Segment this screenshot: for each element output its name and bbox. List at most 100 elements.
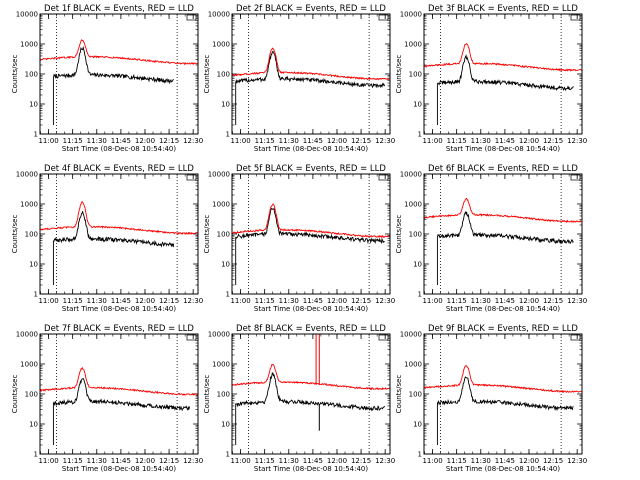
y-tick-label: 100 — [217, 71, 230, 79]
panel-det-7: Det 7f BLACK = Events, RED = LLD 1 10 100 10… — [11, 324, 203, 473]
x-tick-label: 12:00 — [135, 297, 155, 305]
plot-frame — [423, 13, 583, 135]
series-line-events — [52, 211, 175, 285]
y-axis-label: Counts/sec — [203, 55, 211, 94]
y-tick-label: 1000 — [20, 41, 38, 49]
series-line-lld — [39, 201, 198, 236]
series-line-events — [235, 207, 385, 285]
y-tick-label: 100 — [25, 71, 38, 79]
x-tick-label: 11:45 — [495, 297, 515, 305]
y-tick-label: 10 — [29, 421, 38, 429]
y-tick-label: 10 — [29, 101, 38, 109]
y-tick-label: 100 — [25, 391, 38, 399]
x-tick-label: 12:00 — [519, 457, 539, 465]
panel-title: Det 5f BLACK = Events, RED = LLD — [236, 164, 386, 174]
x-tick-label: 12:00 — [135, 137, 155, 145]
x-tick-label: 12:15 — [543, 137, 563, 145]
x-tick-label: 11:45 — [303, 297, 323, 305]
legend-box — [186, 334, 197, 341]
y-tick-label: 100 — [217, 231, 230, 239]
x-tick-label: 11:45 — [495, 137, 515, 145]
y-tick-label: 1 — [226, 291, 230, 299]
plot-frame — [231, 173, 391, 295]
series-line-events — [52, 45, 174, 125]
x-axis-label: Start Time (08-Dec-08 10:54:40) — [446, 305, 560, 313]
y-tick-label: 10000 — [400, 331, 422, 339]
y-tick-label: 10 — [413, 101, 422, 109]
x-tick-label: 11:00 — [230, 297, 250, 305]
x-tick-label: 11:45 — [303, 457, 323, 465]
y-tick-label: 1 — [34, 291, 38, 299]
y-tick-label: 10 — [29, 261, 38, 269]
x-tick-label: 11:00 — [38, 137, 58, 145]
x-tick-label: 12:00 — [135, 457, 155, 465]
y-tick-label: 10000 — [16, 171, 38, 179]
series-line-lld — [39, 366, 198, 396]
x-tick-label: 12:15 — [159, 297, 179, 305]
x-tick-label: 11:00 — [422, 457, 442, 465]
y-tick-label: 1000 — [404, 41, 422, 49]
x-axis-label: Start Time (08-Dec-08 10:54:40) — [62, 465, 176, 473]
y-tick-label: 10000 — [16, 11, 38, 19]
y-tick-label: 100 — [217, 391, 230, 399]
series-line-lld — [231, 47, 390, 81]
x-tick-label: 12:15 — [159, 457, 179, 465]
x-tick-label: 11:30 — [471, 297, 491, 305]
y-tick-label: 1 — [34, 131, 38, 139]
panel-title: Det 6f BLACK = Events, RED = LLD — [428, 164, 578, 174]
x-tick-label: 11:30 — [471, 137, 491, 145]
x-tick-label: 12:30 — [567, 137, 587, 145]
x-tick-label: 12:30 — [567, 457, 587, 465]
y-axis-label: Counts/sec — [11, 215, 19, 254]
x-tick-label: 12:30 — [375, 297, 395, 305]
series-line-lld — [231, 203, 390, 239]
series-line-lld — [423, 197, 582, 224]
series-line-lld — [39, 39, 198, 66]
legend-box — [378, 334, 389, 341]
y-axis-label: Counts/sec — [395, 375, 403, 414]
x-tick-label: 11:45 — [303, 137, 323, 145]
x-tick-label: 11:15 — [447, 457, 467, 465]
x-tick-label: 11:30 — [279, 137, 299, 145]
plot-frame — [39, 13, 199, 135]
x-tick-label: 11:00 — [38, 457, 58, 465]
legend-box — [570, 174, 581, 181]
panel-title: Det 4f BLACK = Events, RED = LLD — [44, 164, 194, 174]
x-tick-label: 11:45 — [111, 137, 131, 145]
panel-det-5: Det 5f BLACK = Events, RED = LLD 1 10 100 10… — [203, 164, 395, 313]
panel-det-8: Det 8f BLACK = Events, RED = LLD 1 10 100 10… — [203, 324, 395, 473]
x-tick-label: 11:00 — [230, 137, 250, 145]
y-tick-label: 1000 — [404, 361, 422, 369]
plot-frame — [231, 13, 391, 135]
x-tick-label: 11:30 — [471, 457, 491, 465]
x-tick-label: 12:15 — [351, 297, 371, 305]
y-tick-label: 1000 — [212, 201, 230, 209]
x-tick-label: 11:15 — [447, 297, 467, 305]
x-tick-label: 12:00 — [519, 297, 539, 305]
x-tick-label: 11:30 — [87, 457, 107, 465]
series-line-lld — [423, 42, 582, 72]
series-line-lld — [423, 364, 582, 394]
y-tick-label: 1000 — [20, 201, 38, 209]
y-tick-label: 1000 — [212, 41, 230, 49]
y-tick-label: 1 — [418, 291, 422, 299]
series-line-lld — [231, 363, 390, 391]
panel-det-3: Det 3f BLACK = Events, RED = LLD 1 10 100 10… — [395, 4, 587, 153]
panel-title: Det 3f BLACK = Events, RED = LLD — [428, 4, 578, 14]
x-tick-label: 12:30 — [183, 137, 203, 145]
x-axis-label: Start Time (08-Dec-08 10:54:40) — [62, 305, 176, 313]
y-axis-label: Counts/sec — [395, 55, 403, 94]
x-tick-label: 11:00 — [38, 297, 58, 305]
panel-title: Det 7f BLACK = Events, RED = LLD — [44, 324, 194, 334]
y-tick-label: 1 — [34, 451, 38, 459]
x-tick-label: 12:15 — [543, 297, 563, 305]
legend-box — [378, 14, 389, 21]
legend-box — [378, 174, 389, 181]
x-tick-label: 11:15 — [255, 137, 275, 145]
x-tick-label: 12:15 — [351, 457, 371, 465]
y-axis-label: Counts/sec — [203, 215, 211, 254]
series-line-events — [436, 376, 574, 445]
y-tick-label: 10000 — [400, 11, 422, 19]
x-tick-label: 11:15 — [255, 457, 275, 465]
